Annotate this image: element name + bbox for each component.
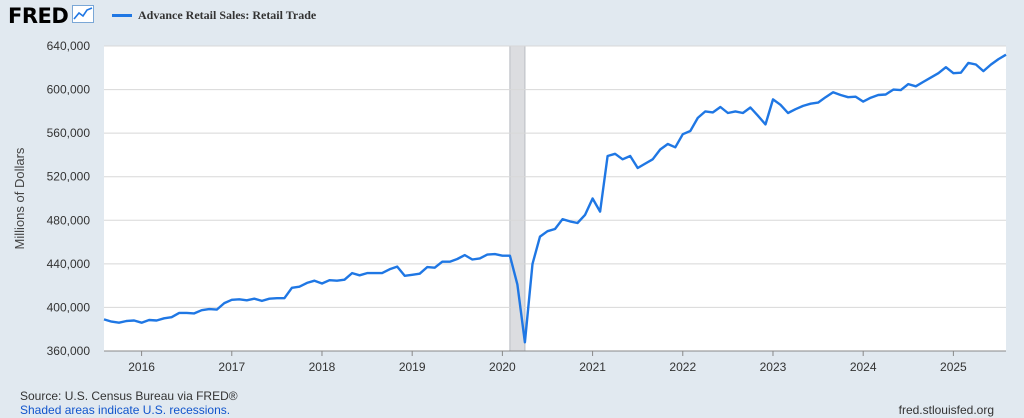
- recession-band: [509, 45, 526, 352]
- x-tick-label: 2022: [669, 360, 696, 374]
- legend-swatch: [112, 14, 132, 17]
- plot-area: [104, 46, 1006, 351]
- series-layer: [103, 53, 1007, 344]
- fred-url[interactable]: fred.stlouisfed.org: [898, 403, 994, 417]
- y-tick-label: 640,000: [47, 39, 91, 53]
- x-tick-label: 2019: [399, 360, 426, 374]
- fred-logo-text: FRED: [8, 4, 69, 28]
- y-tick-label: 560,000: [47, 126, 91, 140]
- source-note: Source: U.S. Census Bureau via FRED®: [20, 389, 238, 403]
- x-tick-label: 2020: [489, 360, 516, 374]
- x-tick-label: 2021: [579, 360, 606, 374]
- y-tick-label: 440,000: [47, 257, 91, 271]
- recession-note[interactable]: Shaded areas indicate U.S. recessions.: [20, 403, 231, 417]
- y-tick-label: 360,000: [47, 344, 91, 358]
- fred-logo[interactable]: FRED: [8, 4, 95, 28]
- y-axis-label: Millions of Dollars: [12, 147, 27, 249]
- y-tick-label: 600,000: [47, 83, 91, 97]
- y-tick-label: 400,000: [47, 300, 91, 314]
- series-line: [103, 53, 1007, 344]
- chart-legend: Advance Retail Sales: Retail Trade: [112, 8, 316, 23]
- x-tick-label: 2018: [309, 360, 336, 374]
- x-tick-label: 2017: [218, 360, 245, 374]
- y-tick-label: 520,000: [47, 170, 91, 184]
- recession-shading: [509, 45, 526, 352]
- x-tick-label: 2016: [128, 360, 155, 374]
- x-tick-label: 2023: [760, 360, 787, 374]
- x-tick-label: 2025: [940, 360, 967, 374]
- y-axis: 360,000 400,000 440,000 480,000 520,000 560,0…: [47, 39, 91, 358]
- x-axis: 2016 2017 2018 2019 2020 2021 2022 2023 2024 2025: [104, 350, 1006, 374]
- legend-label: Advance Retail Sales: Retail Trade: [138, 8, 317, 22]
- x-tick-label: 2024: [850, 360, 877, 374]
- line-chart-icon: [72, 4, 95, 28]
- y-tick-label: 480,000: [47, 213, 91, 227]
